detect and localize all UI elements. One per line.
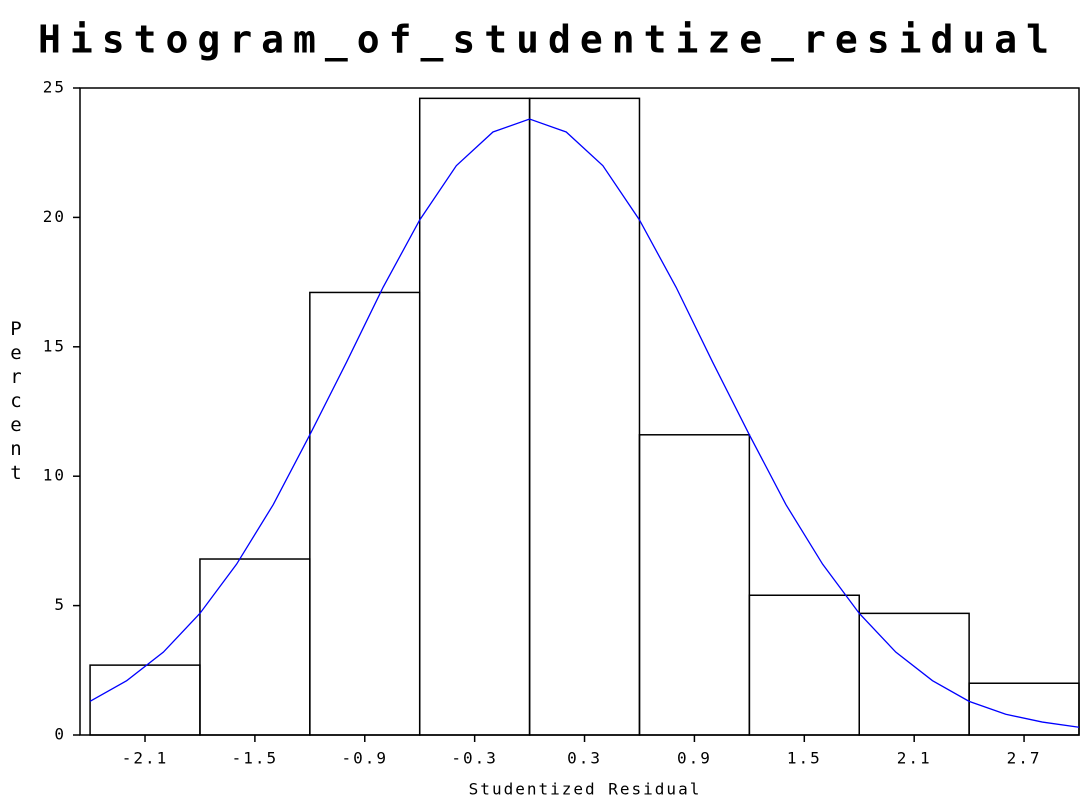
x-tick-label: 2.7 <box>1007 749 1042 768</box>
bar <box>309 291 421 736</box>
bar <box>858 612 970 736</box>
y-tick-label: 20 <box>43 207 66 226</box>
y-tick-label: 10 <box>43 466 66 485</box>
x-tick-label: -1.5 <box>232 749 279 768</box>
bar <box>199 558 311 736</box>
bar <box>748 594 860 736</box>
density-curve <box>89 118 1080 728</box>
x-tick-label: -0.3 <box>451 749 498 768</box>
x-axis-label: Studentized Residual <box>469 780 702 799</box>
y-tick-label: 0 <box>54 725 66 744</box>
x-tick-label: 0.9 <box>677 749 712 768</box>
y-tick-label: 15 <box>43 336 66 355</box>
x-tick-label: -2.1 <box>122 749 169 768</box>
chart-title: Histogram_of_studentize_residual <box>38 18 1058 62</box>
bar <box>89 664 201 736</box>
x-tick-label: 2.1 <box>897 749 932 768</box>
y-tick-label: 25 <box>43 78 66 97</box>
y-tick-label: 5 <box>54 595 66 614</box>
bar <box>638 434 751 736</box>
x-tick-label: 1.5 <box>787 749 822 768</box>
y-axis-label: Percent <box>5 318 27 486</box>
plot-frame <box>79 87 1080 736</box>
bar <box>528 97 641 736</box>
bar <box>968 682 1080 736</box>
x-tick-label: 0.3 <box>567 749 602 768</box>
bar <box>418 97 531 736</box>
x-tick-label: -0.9 <box>342 749 389 768</box>
